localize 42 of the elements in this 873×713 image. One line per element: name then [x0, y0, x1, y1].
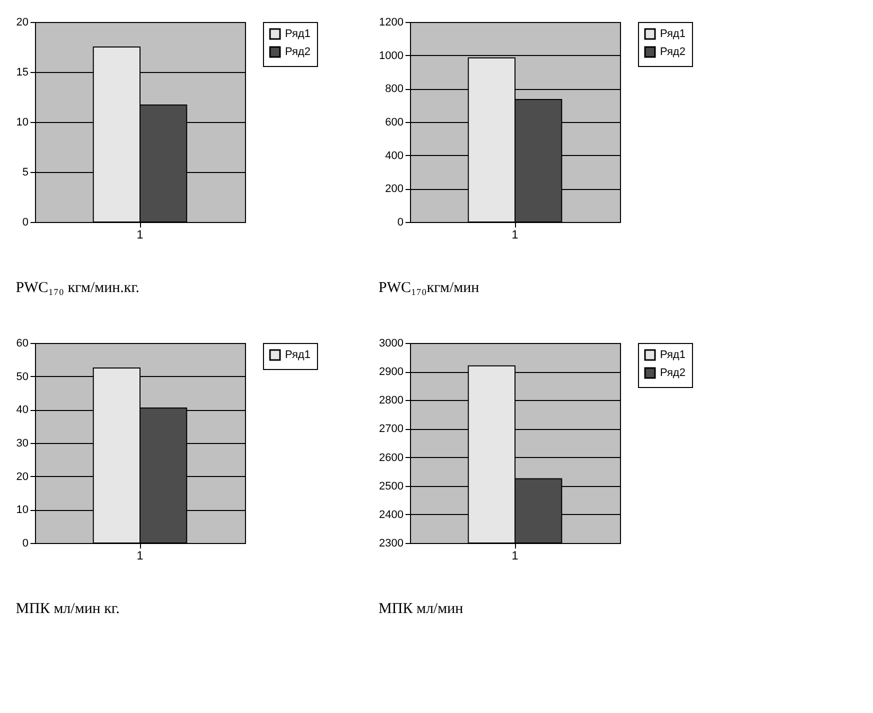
y-tick-label: 60 [16, 338, 28, 350]
y-tick-label: 2700 [379, 423, 404, 436]
y-tick-label: 20 [16, 16, 28, 28]
legend-label: Ряд2 [285, 46, 310, 58]
y-tick-label: 1000 [379, 50, 404, 62]
legend-label: Ряд1 [285, 28, 310, 40]
y-tick-label: 10 [16, 116, 28, 128]
text: PWC₁₇₀ кгм/мин.кг. [16, 280, 140, 296]
y-tick-label: 0 [397, 216, 404, 228]
x-tick-label: 1 [136, 548, 144, 562]
y-tick-label: 2900 [379, 366, 404, 378]
y-tick-label: 0 [22, 216, 28, 228]
y-tick-label: 2400 [379, 508, 404, 521]
y-tick-label: 15 [16, 66, 28, 78]
legend-label: Ряд2 [660, 46, 686, 58]
y-tick-label: 600 [385, 116, 404, 128]
text: МПК мл/мин [378, 601, 464, 617]
legend-label: Ряд1 [660, 349, 686, 361]
y-tick-label: 3000 [379, 338, 404, 350]
y-tick-label: 0 [22, 538, 28, 550]
legend-label: Ряд1 [660, 28, 686, 40]
y-tick-label: 2800 [379, 394, 404, 407]
y-tick-label: 2300 [379, 538, 404, 550]
text: PWC₁₇₀кгм/мин [378, 280, 480, 296]
y-tick-label: 30 [16, 438, 28, 450]
legend-label: Ряд2 [660, 367, 686, 379]
y-tick-label: 10 [16, 504, 28, 516]
y-tick-label: 20 [16, 470, 28, 483]
y-tick-label: 800 [385, 83, 404, 96]
y-tick-label: 40 [16, 404, 28, 416]
y-tick-label: 1200 [379, 16, 404, 28]
y-tick-label: 400 [385, 150, 404, 162]
x-tick-label: 1 [136, 228, 144, 242]
legend-label: Ряд1 [285, 349, 310, 361]
x-tick-label: 1 [512, 548, 519, 562]
y-tick-label: 2500 [379, 480, 404, 492]
y-tick-label: 2600 [379, 452, 404, 464]
y-tick-label: 50 [16, 370, 28, 383]
y-tick-label: 200 [385, 183, 404, 196]
y-tick-label: 5 [22, 166, 28, 178]
x-tick-label: 1 [512, 228, 519, 242]
text: МПК мл/мин кг. [16, 601, 120, 617]
